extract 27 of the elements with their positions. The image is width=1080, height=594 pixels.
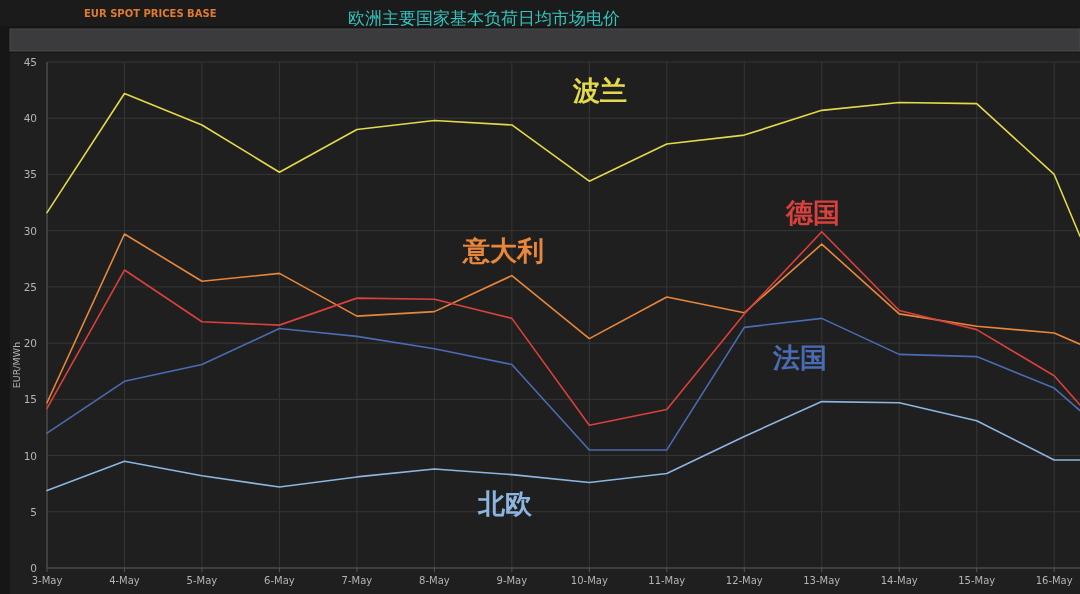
x-tick-label: 7-May	[341, 575, 373, 586]
x-tick-label: 15-May	[958, 575, 996, 586]
y-tick-label: 40	[23, 112, 37, 125]
x-tick-label: 16-May	[1035, 575, 1073, 586]
x-tick-label: 12-May	[725, 575, 763, 586]
x-tick-label: 6-May	[264, 575, 295, 586]
x-tick-label: 14-May	[880, 575, 918, 586]
y-tick-label: 30	[23, 224, 37, 237]
y-tick-label: 20	[23, 337, 37, 350]
y-tick-label: 5	[30, 505, 37, 518]
x-tick-label: 10-May	[570, 575, 608, 586]
y-tick-label: 25	[23, 280, 37, 293]
y-tick-label: 10	[23, 449, 37, 462]
x-tick-label: 4-May	[109, 575, 140, 586]
x-tick-label: 13-May	[803, 575, 841, 586]
x-tick-label: 5-May	[186, 575, 218, 586]
subtitle: EUR SPOT PRICES BASE	[84, 8, 217, 19]
ylabel: EUR/MWh	[11, 341, 22, 389]
y-tick-label: 0	[30, 562, 37, 574]
y-tick-label: 15	[23, 393, 37, 406]
y-tick-label: 45	[23, 56, 37, 68]
x-tick-label: 9-May	[496, 575, 528, 586]
x-tick-label: 11-May	[648, 575, 686, 586]
x-tick-label: 8-May	[419, 575, 450, 586]
y-tick-label: 35	[23, 168, 37, 181]
title: 欧洲主要国家基本负荷日均市场电价	[348, 8, 620, 28]
x-tick-label: 3-May	[31, 575, 63, 586]
